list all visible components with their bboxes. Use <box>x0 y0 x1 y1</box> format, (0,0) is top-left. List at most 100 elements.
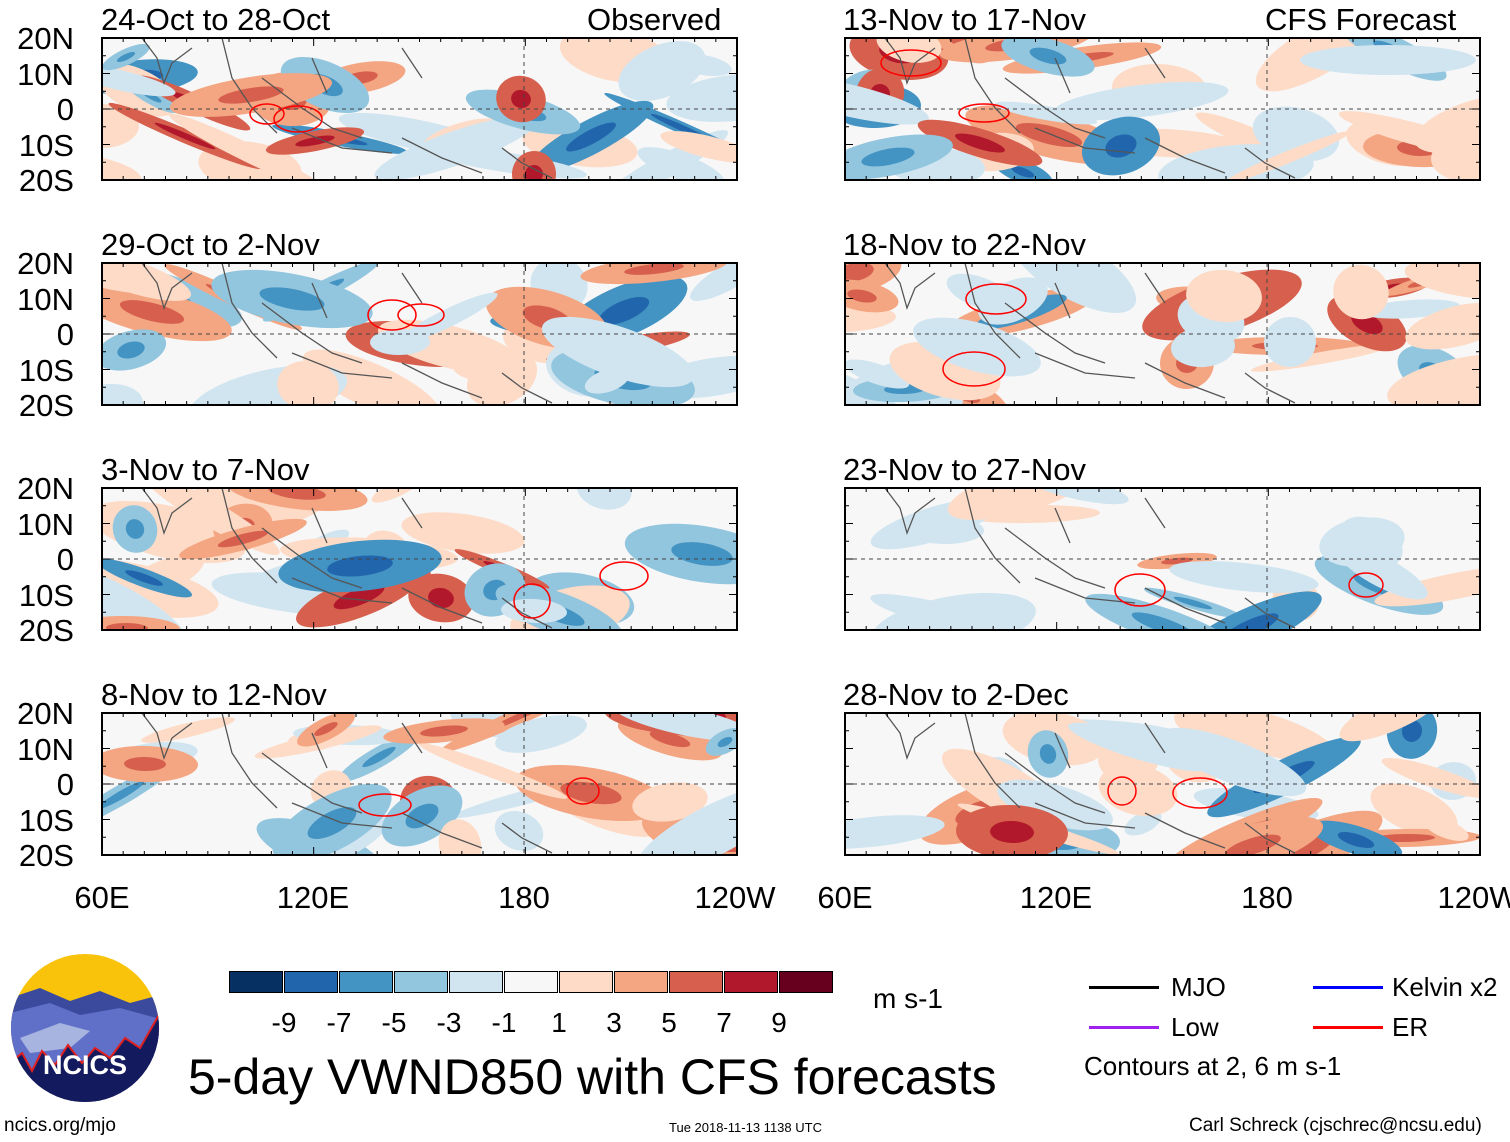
anomaly-shading <box>946 273 1012 311</box>
legend-label: ER <box>1392 1012 1429 1042</box>
er-contour <box>367 299 417 331</box>
anomaly-shading <box>453 366 517 388</box>
anomaly-shading <box>259 287 325 311</box>
anomaly-shading <box>566 122 616 152</box>
logo-text: NCICS <box>42 1050 127 1080</box>
low-legend-line <box>1089 1026 1159 1029</box>
map-panel <box>844 487 1481 631</box>
anomaly-shading <box>1337 832 1375 848</box>
anomaly-shading <box>1225 131 1351 180</box>
anomaly-shading <box>333 584 385 610</box>
kelvin-legend-line <box>1313 986 1383 989</box>
anomaly-shading <box>990 820 1034 844</box>
legend-label: Low <box>1171 1012 1219 1042</box>
anomaly-shading <box>1068 722 1208 772</box>
footer-url[interactable]: ncics.org/mjo <box>4 1115 116 1136</box>
anomaly-shading <box>307 807 357 839</box>
lat-label: 10N <box>17 56 74 92</box>
anomaly-shading <box>1023 488 1129 505</box>
anomaly-shading <box>1173 596 1213 610</box>
anomaly-shading <box>1423 816 1469 842</box>
lat-label: 20N <box>17 471 74 506</box>
anomaly-shading <box>717 736 733 748</box>
lat-label: 10S <box>18 352 74 388</box>
colorbar-label: 9 <box>771 1007 787 1038</box>
coastline <box>141 263 553 404</box>
colorbar-label: 3 <box>606 1007 622 1038</box>
anomaly-shading <box>845 361 917 405</box>
er-contour <box>513 583 551 619</box>
lat-label: 0 <box>56 317 74 352</box>
anomaly-shading <box>1011 166 1035 178</box>
anomaly-shading <box>327 555 393 577</box>
anomaly-shading <box>438 819 482 855</box>
panel-title: 24-Oct to 28-Oct <box>101 2 331 37</box>
lat-label: 20N <box>17 21 74 56</box>
anomaly-shading <box>154 122 216 150</box>
anomaly-shading <box>1177 714 1319 746</box>
lat-label: 10N <box>17 731 74 767</box>
lon-label: 120E <box>1019 880 1093 915</box>
anomaly-shading <box>1401 720 1423 742</box>
anomaly-shading <box>612 713 737 742</box>
lon-label: 180 <box>498 880 550 915</box>
colorbar-swatch <box>449 971 503 993</box>
colorbar-label: 5 <box>661 1007 677 1038</box>
colorbar-label: -3 <box>436 1007 462 1038</box>
anomaly-shading <box>1338 111 1480 159</box>
anomaly-shading <box>1381 757 1480 799</box>
forecast-label: CFS Forecast <box>1265 2 1457 37</box>
anomaly-shading <box>1186 269 1262 323</box>
anomaly-shading <box>666 74 737 122</box>
lat-label: 20S <box>18 388 74 423</box>
er-contour <box>358 793 412 817</box>
panel-title: 29-Oct to 2-Nov <box>101 227 320 262</box>
anomaly-shading <box>845 75 929 125</box>
anomaly-shading <box>1015 123 1083 147</box>
anomaly-shading <box>401 512 525 554</box>
lon-label: 120W <box>1437 880 1510 915</box>
lat-label: 10S <box>18 802 74 838</box>
er-contour <box>1348 572 1384 598</box>
map-panel <box>844 37 1481 181</box>
anomaly-shading <box>947 488 1097 520</box>
anomaly-shading <box>1405 302 1480 350</box>
anomaly-shading <box>913 317 1041 377</box>
coastline <box>884 488 1296 629</box>
colorbar-swatch <box>504 971 558 993</box>
panel-title: 23-Nov to 27-Nov <box>843 452 1086 487</box>
lat-label: 20N <box>17 246 74 281</box>
er-contour <box>965 283 1027 315</box>
anomaly-shading <box>997 779 1113 831</box>
anomaly-shading <box>861 147 915 167</box>
anomaly-shading <box>955 133 1005 153</box>
legend-label: Kelvin x2 <box>1392 972 1498 1002</box>
anomaly-shading <box>295 135 335 147</box>
lat-label: 20N <box>17 696 74 731</box>
colorbar-swatch <box>229 971 283 993</box>
ncics-logo: NCICS <box>10 953 160 1103</box>
footer-timestamp: Tue 2018-11-13 1138 UTC <box>669 1120 822 1135</box>
colorbar-swatch <box>724 971 778 993</box>
anomaly-shading <box>541 316 695 388</box>
colorbar-units: m s-1 <box>873 983 943 1014</box>
anomaly-shading <box>116 51 136 63</box>
panel-title: 8-Nov to 12-Nov <box>101 677 327 712</box>
anomaly-shading <box>102 63 176 97</box>
lat-label: 20S <box>18 838 74 873</box>
coastline <box>884 713 1296 854</box>
panel-title: 18-Nov to 22-Nov <box>843 227 1086 262</box>
panel-title: 13-Nov to 17-Nov <box>843 2 1086 37</box>
lat-label: 0 <box>56 92 74 127</box>
colorbar-label: 7 <box>716 1007 732 1038</box>
colorbar-swatch <box>339 971 393 993</box>
anomaly-shading <box>511 89 531 109</box>
colorbar-label: -1 <box>491 1007 517 1038</box>
er-contour <box>958 103 1010 123</box>
map-panel <box>101 487 738 631</box>
anomaly-shading <box>428 587 454 609</box>
panel-title: 3-Nov to 7-Nov <box>101 452 310 487</box>
er-contour <box>942 351 1006 387</box>
anomaly-shading <box>217 530 269 548</box>
observed-label: Observed <box>587 2 722 37</box>
